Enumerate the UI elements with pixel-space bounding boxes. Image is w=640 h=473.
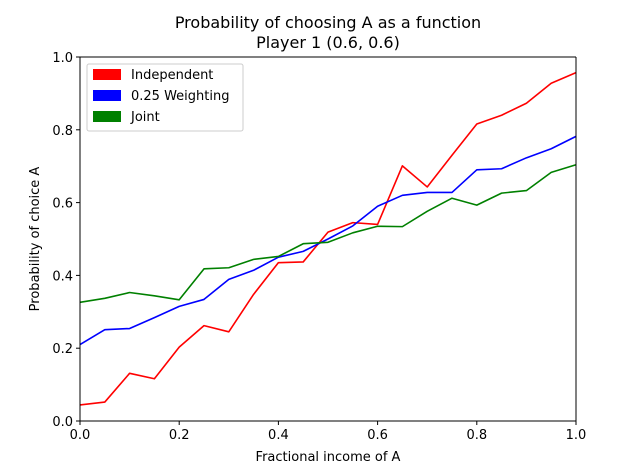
- y-tick-label: 0.6: [52, 197, 73, 212]
- legend-label: Independent: [131, 68, 213, 83]
- y-tick-label: 0.0: [52, 415, 73, 430]
- legend-swatch: [93, 111, 121, 122]
- legend-box: [86, 63, 244, 132]
- series-line-joint: [79, 163, 577, 304]
- x-tick-label: 0.6: [367, 428, 388, 443]
- y-tick-label: 1.0: [52, 51, 73, 66]
- y-tick-label: 0.4: [52, 269, 73, 284]
- legend-label: Joint: [130, 110, 160, 125]
- x-axis-label: Fractional income of A: [256, 450, 401, 465]
- x-tick-label: 0.4: [268, 428, 289, 443]
- legend: Independent 0.25 Weighting Joint: [86, 63, 244, 132]
- y-ticks: 0.0 0.2 0.4 0.6 0.8 1.0: [52, 51, 80, 430]
- x-tick-label: 1.0: [566, 428, 587, 443]
- legend-swatch: [93, 90, 121, 101]
- axes-frame: [79, 56, 577, 422]
- series-group: [79, 71, 577, 406]
- chart-title: Probability of choosing A as a function: [175, 13, 481, 32]
- series-line-0-25-weighting: [79, 135, 577, 346]
- x-ticks: 0.0 0.2 0.4 0.6 0.8 1.0: [70, 421, 587, 443]
- y-tick-label: 0.2: [52, 342, 73, 357]
- y-axis-label: Probability of choice A: [28, 167, 43, 312]
- legend-swatch: [93, 69, 121, 80]
- y-tick-label: 0.8: [52, 124, 73, 139]
- x-tick-label: 0.8: [466, 428, 487, 443]
- x-tick-label: 0.2: [169, 428, 190, 443]
- x-tick-label: 0.0: [70, 428, 91, 443]
- chart-subtitle: Player 1 (0.6, 0.6): [256, 33, 400, 52]
- legend-label: 0.25 Weighting: [131, 89, 229, 104]
- series-line-independent: [79, 71, 577, 406]
